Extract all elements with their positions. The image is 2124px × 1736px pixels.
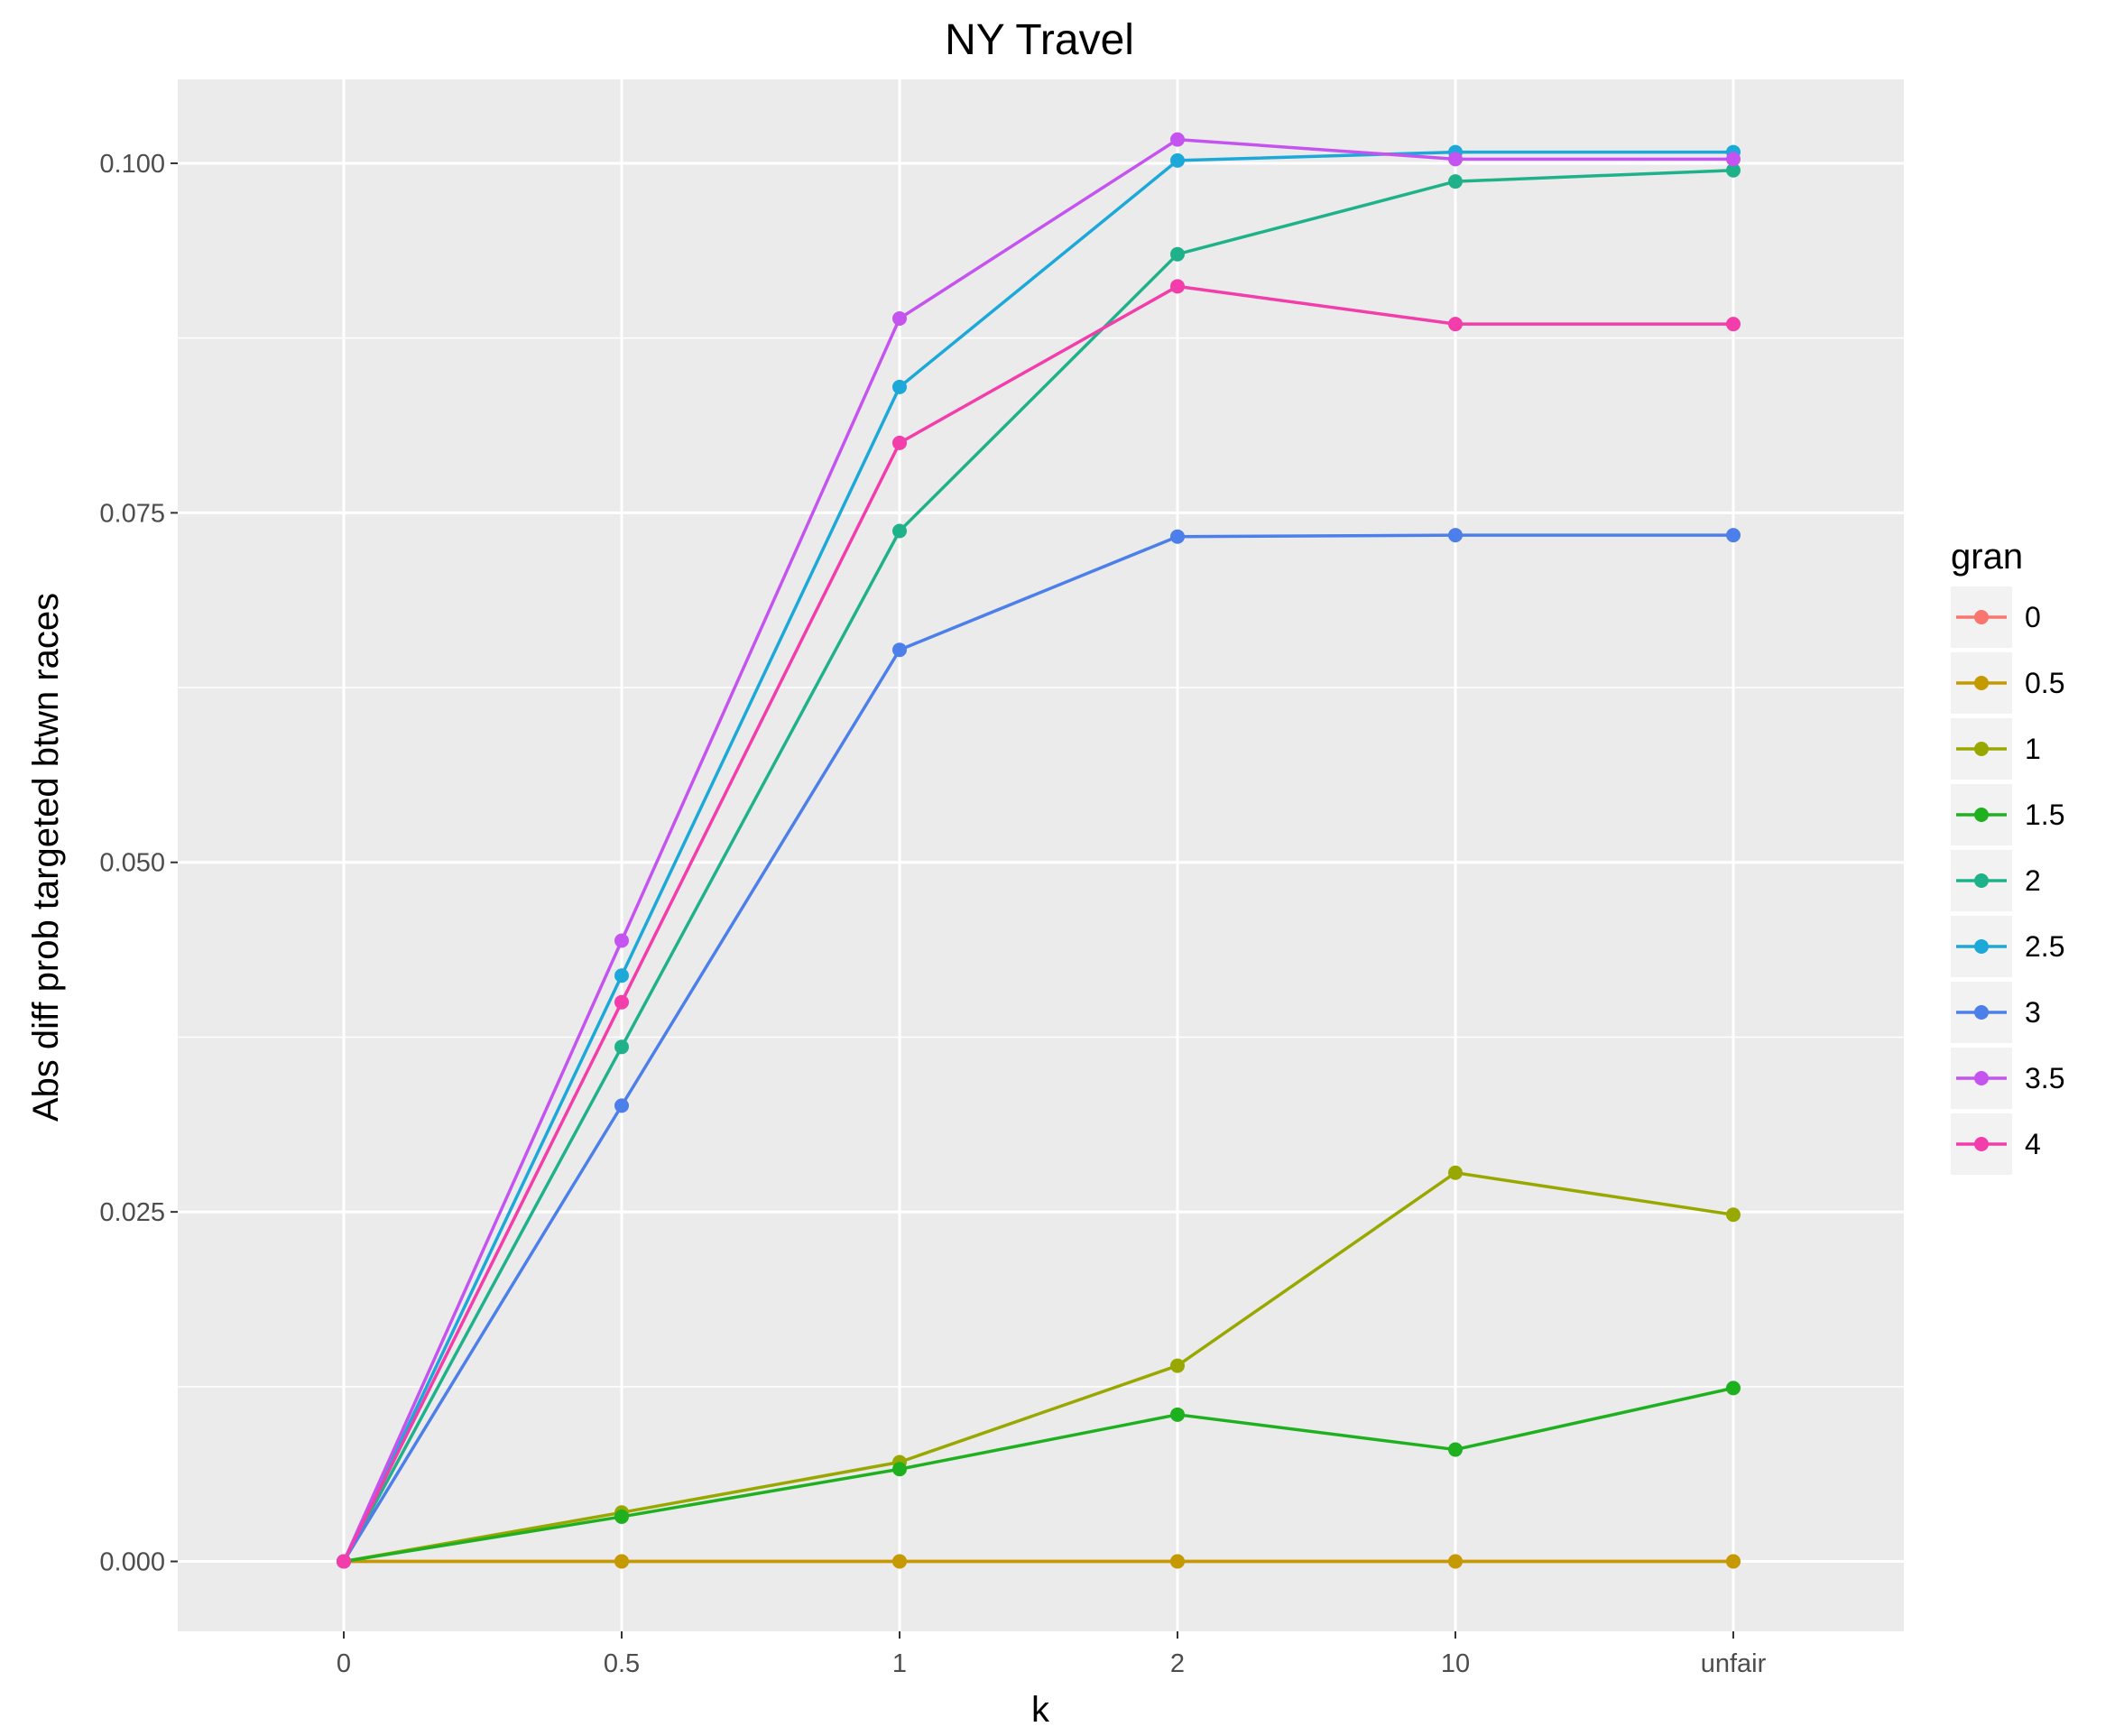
data-point-1 [1448,1165,1463,1180]
data-point-1 [1170,1358,1185,1373]
x-tick-label: 10 [1441,1649,1470,1678]
legend-key-point [1974,742,1989,756]
legend-label: 1 [2025,733,2041,765]
data-point-1.5 [892,1462,907,1477]
legend-key-point [1974,610,1989,624]
series-line-2 [342,168,1734,1563]
series-points [337,132,1741,1569]
data-point-3.5 [1726,152,1741,167]
data-point-4 [614,994,629,1010]
x-tick-label: 0.5 [604,1649,640,1678]
legend-key-point [1974,808,1989,822]
series-line-1.5 [343,1386,1734,1564]
y-tick-label: 0.100 [99,150,165,179]
series-line-4 [342,284,1733,1563]
legend-label: 4 [2025,1128,2041,1160]
data-point-3.5 [1170,132,1185,147]
data-point-4 [1170,279,1185,294]
data-point-3 [614,1098,629,1113]
data-point-2 [892,523,907,539]
series-line-1 [343,1170,1734,1564]
data-point-0.5 [892,1554,907,1569]
data-point-3 [1448,528,1463,543]
x-tick-label: 2 [1170,1649,1185,1678]
legend-label: 1.5 [2025,799,2064,831]
x-tick-label: 1 [892,1649,907,1678]
data-point-4 [1726,317,1741,332]
chart-title: NY Travel [945,16,1134,64]
data-point-2.5 [892,379,907,394]
data-point-1.5 [1726,1380,1741,1396]
legend-label: 0 [2025,601,2041,633]
legend-label: 0.5 [2025,667,2064,699]
data-point-2 [1170,246,1185,262]
data-point-0.5 [614,1554,629,1569]
data-point-2.5 [614,968,629,983]
y-tick-label: 0.050 [99,849,165,878]
data-point-3 [1170,529,1185,544]
legend-key-point [1974,676,1989,690]
y-tick-label: 0.075 [99,499,165,528]
data-point-2 [1448,174,1463,189]
legend-label: 2 [2025,864,2041,897]
legend-key-point [1974,1071,1989,1085]
legend-key-point [1974,873,1989,888]
legend-label: 3 [2025,996,2041,1029]
y-tick-label: 0.000 [99,1548,165,1577]
x-tick-label: 0 [337,1649,351,1678]
x-axis-title: k [1031,1690,1050,1730]
data-point-1 [1726,1207,1741,1223]
y-axis-ticks: 0.000 0.025 0.050 0.075 0.100 [99,150,178,1577]
y-tick-label: 0.025 [99,1198,165,1227]
data-point-3 [1726,528,1741,543]
legend-key-point [1974,1005,1989,1020]
data-point-0.5 [1726,1554,1741,1569]
data-point-4 [892,435,907,450]
series-lines [342,137,1734,1564]
data-point-0.5 [1448,1554,1463,1569]
series-line-3.5 [342,137,1733,1563]
legend-label: 2.5 [2025,930,2064,963]
data-point-4 [337,1554,351,1569]
legend: gran 0 0.5 1 1.5 2 2.5 3 3.5 4 [1951,537,2064,1175]
y-axis-title: Abs diff prob targeted btwn races [26,593,66,1122]
legend-items: 0 0.5 1 1.5 2 2.5 3 3.5 4 [1951,586,2064,1175]
data-point-4 [1448,317,1463,332]
data-point-3 [892,642,907,658]
legend-key-point [1974,1137,1989,1151]
data-point-3.5 [1448,152,1463,167]
grid-lines [178,79,1904,1631]
data-point-1.5 [1448,1442,1463,1457]
data-point-2.5 [1170,152,1185,168]
legend-key-point [1974,939,1989,954]
series-line-2.5 [342,150,1733,1563]
data-point-3.5 [892,310,907,326]
x-tick-label: unfair [1701,1649,1767,1678]
legend-label: 3.5 [2025,1062,2064,1094]
data-point-3.5 [614,933,629,948]
plot-panel [178,79,1904,1631]
x-axis-ticks: 0 0.5 1 2 10 unfair [337,1631,1767,1678]
data-point-0.5 [1170,1554,1185,1569]
data-point-2 [614,1039,629,1055]
data-point-1.5 [1170,1407,1185,1422]
data-point-2 [1726,162,1741,178]
data-point-1.5 [614,1509,629,1524]
legend-title: gran [1951,537,2023,577]
series-line-3 [342,533,1733,1563]
